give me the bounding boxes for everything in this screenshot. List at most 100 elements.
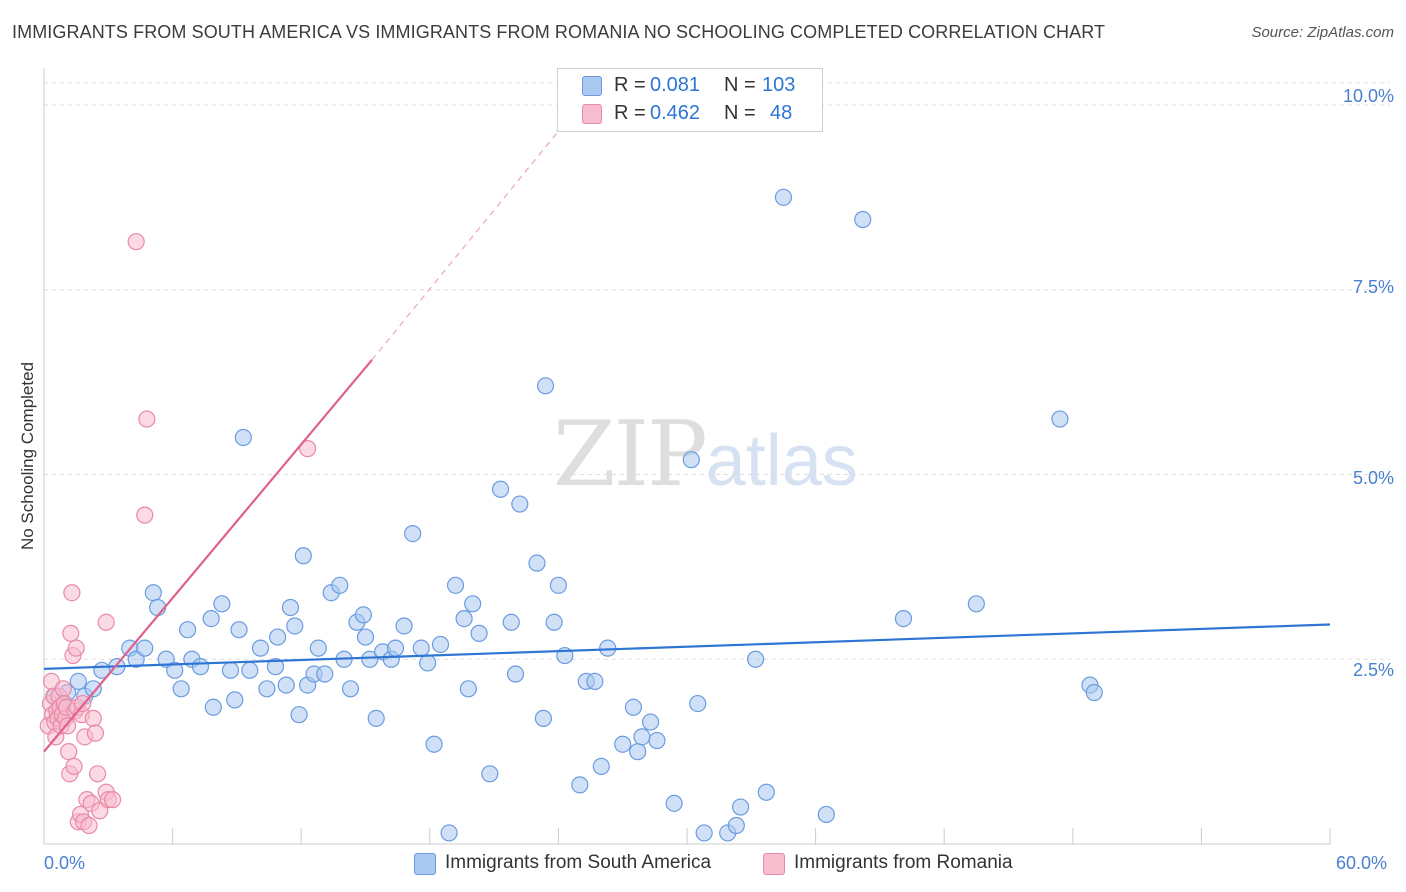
south-america-point [356,628,375,646]
south-america-point [481,765,499,783]
south-america-point [695,824,713,842]
south-america-point [459,680,477,698]
y-tick-label-2-5: 2.5% [1352,660,1394,680]
south-america-point [746,650,765,668]
south-america-point [191,658,210,676]
romania-point [60,743,78,761]
south-america-point [241,661,259,679]
romania-point [127,233,145,251]
south-america-point [277,676,295,694]
romania-point [138,410,156,428]
legend-n-label: N = [724,74,756,96]
romania-point [62,624,80,642]
south-america-point [774,188,793,206]
south-america-point [234,428,252,447]
south-america-point [731,798,750,816]
y-tick-label-7-5: 7.5% [1352,277,1394,297]
south-america-point [404,524,422,543]
south-america-point [84,680,102,698]
romania-point [86,724,105,742]
south-america-point [367,709,385,727]
south-america-point [294,547,312,565]
south-america-point [854,210,872,229]
legend-r-label: R = [614,102,646,124]
romania-point [136,506,154,524]
south-america-point [894,609,913,628]
south-america-point [425,735,443,753]
south-america-point [511,495,529,513]
south-america-point [648,731,666,750]
south-america-point [281,598,300,617]
legend-n-value-romania: 48 [770,102,793,124]
south-america-point [502,613,520,631]
chart-title: IMMIGRANTS FROM SOUTH AMERICA VS IMMIGRA… [12,22,1106,42]
south-america-point [506,665,525,683]
south-america-point [412,639,430,657]
romania-point [54,680,72,698]
south-america-point [491,480,510,498]
bottom-legend-label-south-america: Immigrants from South America [445,852,712,873]
romania-point [88,765,107,783]
south-america-point [624,698,643,716]
south-america-point [440,824,458,842]
south-america-point [419,654,437,672]
x-tick-label-min: 0.0% [44,853,86,873]
romania-point [65,757,83,776]
south-america-point [221,661,240,679]
south-america-point [967,595,985,613]
south-america-point [536,377,555,395]
south-america-point [665,794,683,812]
south-america-point [251,639,270,657]
south-america-point [1085,683,1103,702]
romania-point [84,709,102,727]
south-america-point [361,650,379,668]
correlation-legend: R = 0.081 N = 103 R = 0.462 N = 48 [557,68,823,132]
romania-point [103,791,122,809]
romania-point [63,584,81,602]
south-america-point [571,776,589,794]
south-america-point [258,680,276,698]
south-america-point [144,584,162,602]
south-america-point [464,595,482,613]
south-america-point [269,628,287,646]
legend-swatch-romania [582,104,602,124]
romania-trendline-extension [371,104,581,361]
x-tick-label-max: 60.0% [1336,853,1388,873]
south-america-point [395,617,413,635]
south-america-point [69,672,87,691]
bottom-legend-swatch-romania [763,853,785,875]
south-america-point [230,621,248,639]
legend-swatch-south-america [582,76,602,96]
legend-r-label: R = [614,74,646,96]
south-america-point [727,816,745,835]
y-tick-label-5: 5.0% [1352,468,1394,488]
source-label: Source: ZipAtlas.com [1251,24,1394,41]
romania-point [97,613,115,631]
south-america-point [213,595,231,613]
bottom-legend-swatch-south-america [414,853,436,875]
south-america-point [470,624,488,642]
south-america-point [286,617,304,635]
south-america-trendline [43,623,1331,670]
south-america-point [136,639,154,657]
south-america-point [166,661,184,679]
south-america-point [202,609,220,628]
south-america-point [614,735,632,753]
legend-r-value-romania: 0.462 [650,102,701,124]
south-america-point [226,691,244,709]
south-america-point [204,698,222,716]
south-america-point [534,709,552,727]
south-america-point [148,598,167,617]
south-america-point [629,743,647,761]
south-america-point [331,576,349,594]
romania-point [299,440,317,458]
south-america-point [309,639,327,657]
south-america-point [172,680,190,698]
south-america-point [757,783,775,801]
south-america-point [689,694,707,713]
south-america-point [549,576,568,594]
legend-n-label: N = [724,102,756,124]
bottom-legend-label-romania: Immigrants from Romania [794,852,1013,873]
south-america-point [633,728,651,746]
